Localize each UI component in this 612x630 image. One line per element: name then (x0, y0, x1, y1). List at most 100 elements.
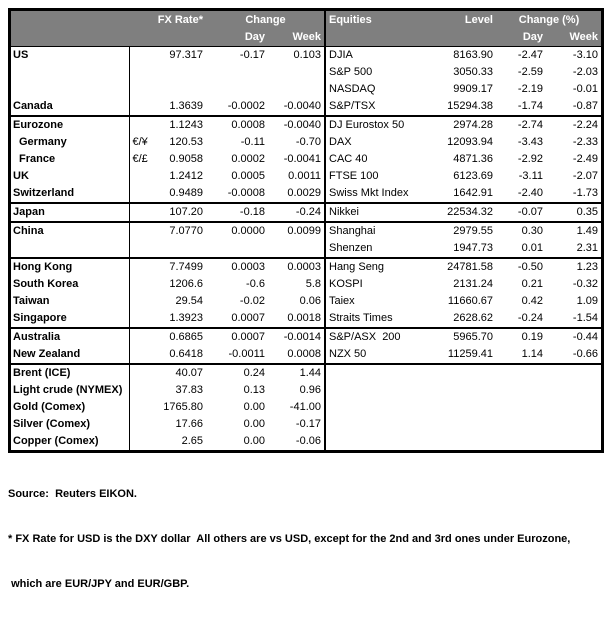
country-label: Silver (Comex) (11, 416, 130, 433)
table-row: Singapore 1.3923 0.0007 0.0018 Straits T… (11, 310, 601, 328)
currency-pair-label (129, 310, 149, 328)
fx-day-change-value: -0.0008 (227, 187, 265, 199)
equity-index-label: CAC 40 (324, 151, 429, 168)
table-row: Taiwan 29.54 -0.02 0.06 Taiex 11660.67 0… (11, 293, 601, 310)
country-label (11, 240, 130, 258)
country-label: Gold (Comex) (11, 399, 130, 416)
currency-pair-label (129, 47, 149, 65)
table-row: NASDAQ 9909.17 -2.19 -0.01 (11, 81, 601, 98)
table-body: US 97.317 -0.17 0.103 DJIA 8163.90 -2.47… (11, 46, 601, 450)
equity-index-label: Taiex (324, 293, 429, 310)
equity-index-label: FTSE 100 (324, 168, 429, 185)
table-row: France €/£ 0.9058 0.0002 -0.0041 CAC 40 … (11, 151, 601, 168)
currency-pair-label (129, 293, 149, 310)
footer: Source: Reuters EIKON. * FX Rate for USD… (8, 457, 604, 622)
country-label: Copper (Comex) (11, 433, 130, 450)
fx-day-change-value (207, 64, 269, 81)
table-row: Shenzen 1947.73 0.01 2.31 (11, 240, 601, 258)
currency-pair-label (129, 64, 149, 81)
fx-day-column-header: Day (207, 29, 269, 47)
fx-day-change-value: 0.0007 (231, 312, 265, 324)
equity-index-label (324, 363, 429, 382)
equity-index-label: DJIA (324, 46, 429, 64)
fx-week-change-value: -0.0040 (283, 100, 321, 112)
equity-index-label: DAX (324, 134, 429, 151)
equity-level-value: 6123.69 (453, 170, 493, 182)
fx-week-change-value: -0.0014 (269, 327, 325, 346)
fx-week-change-value (269, 64, 325, 81)
equity-day-change-value: 1.14 (521, 348, 543, 360)
equity-index-label: Nikkei (324, 202, 429, 222)
equity-day-change-value (497, 433, 547, 450)
equity-week-change-value (547, 433, 601, 450)
equity-day-change-value: -0.50 (497, 257, 547, 276)
fx-day-change-value: 0.00 (243, 401, 265, 413)
fx-week-change-value: -0.17 (295, 418, 321, 430)
fx-week-change-value: -0.0041 (283, 153, 321, 165)
equity-day-change-value: -1.74 (517, 100, 543, 112)
fx-rate-value: 37.83 (175, 384, 203, 396)
table-row: S&P 500 3050.33 -2.59 -2.03 (11, 64, 601, 81)
fx-rate-value: 1765.80 (163, 401, 203, 413)
equities-day-column-header: Day (497, 29, 547, 47)
fx-rate-value: 1.2412 (169, 170, 203, 182)
equity-level-value: 11259.41 (447, 348, 493, 360)
fx-rate-value: 40.07 (149, 363, 207, 382)
table-row: Eurozone 1.1243 0.0008 -0.0040 DJ Eurost… (11, 115, 601, 134)
fx-week-change-value: -0.06 (295, 435, 321, 447)
equity-week-change-value (547, 363, 601, 382)
country-label: Taiwan (11, 293, 130, 310)
fx-week-column-header: Week (269, 29, 325, 47)
equity-index-label: Shenzen (324, 240, 429, 258)
fx-week-change-value: 0.06 (299, 295, 321, 307)
fx-week-change-value: 0.103 (293, 49, 321, 61)
currency-pair-label (129, 81, 149, 98)
table-row: Australia 0.6865 0.0007 -0.0014 S&P/ASX … (11, 327, 601, 346)
equity-day-change-value: -2.40 (517, 187, 543, 199)
fx-equities-table: FX Rate* Change Equities Level Change (%… (8, 8, 604, 453)
equity-week-change-value: 1.49 (547, 221, 601, 240)
country-label (11, 81, 130, 98)
fx-day-change-value: 0.0008 (207, 115, 269, 134)
fx-footnote-line-1: * FX Rate for USD is the DXY dollar All … (8, 533, 571, 545)
equity-day-change-value: -3.11 (518, 170, 543, 182)
country-label: Canada (11, 98, 130, 116)
currency-pair-label (129, 221, 149, 240)
country-label: Germany (11, 134, 130, 151)
fx-rate-value: 1.1243 (149, 115, 207, 134)
fx-day-change-value (207, 81, 269, 98)
equity-day-change-value (497, 363, 547, 382)
equity-index-label: NZX 50 (324, 346, 429, 364)
equity-level-value: 9909.17 (453, 83, 493, 95)
fx-rate-value: 0.9489 (169, 187, 203, 199)
equity-week-change-value: 2.31 (576, 242, 598, 254)
equity-index-label: S&P 500 (324, 64, 429, 81)
currency-pair-label (129, 115, 149, 134)
country-label: New Zealand (11, 346, 130, 364)
fx-week-change-value (269, 240, 325, 258)
country-label: Hong Kong (11, 257, 130, 276)
equity-day-change-value (497, 399, 547, 416)
fx-day-change-value: 0.0002 (231, 153, 265, 165)
currency-pair-label (129, 276, 149, 293)
fx-rate-value: 0.6418 (169, 348, 203, 360)
country-label: Switzerland (11, 185, 130, 203)
equity-week-change-value: -0.01 (572, 83, 598, 95)
equity-level-value: 2979.55 (429, 221, 497, 240)
equities-column-header: Equities (324, 11, 429, 29)
equity-day-change-value: -2.47 (517, 49, 543, 61)
equity-day-change-value: 0.21 (521, 278, 543, 290)
table-row: New Zealand 0.6418 -0.0011 0.0008 NZX 50… (11, 346, 601, 364)
country-label: Singapore (11, 310, 130, 328)
fx-week-change-value: 1.44 (269, 363, 325, 382)
equity-level-value: 1947.73 (453, 242, 493, 254)
currency-pair-label (129, 382, 149, 399)
equity-day-change-value: -2.19 (517, 83, 543, 95)
equity-week-change-value: -2.24 (547, 115, 601, 134)
fx-day-change-value: 0.24 (207, 363, 269, 382)
equity-week-change-value: -0.66 (572, 348, 598, 360)
table-row: South Korea 1206.6 -0.6 5.8 KOSPI 2131.2… (11, 276, 601, 293)
equity-index-label: Straits Times (324, 310, 429, 328)
header-row-1: FX Rate* Change Equities Level Change (%… (11, 11, 601, 29)
fx-day-change-value: 0.0000 (207, 221, 269, 240)
